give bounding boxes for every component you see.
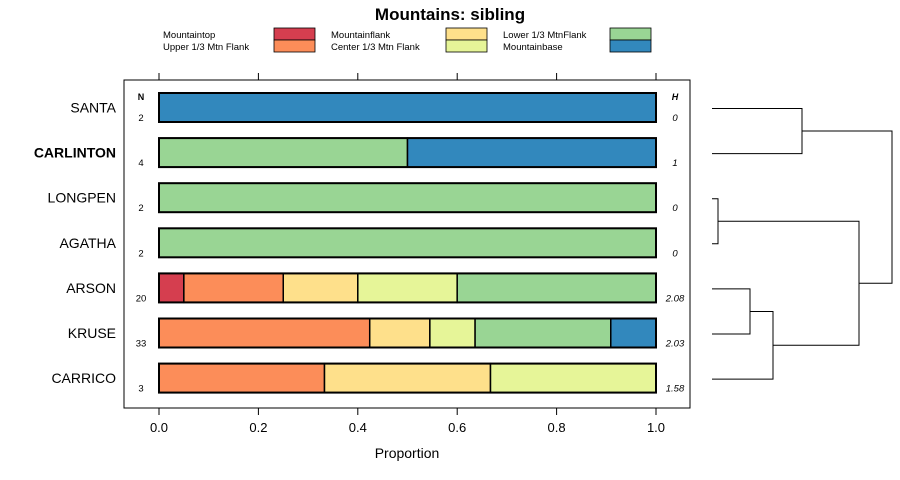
bar-segment [158, 182, 657, 213]
n-value: 2 [138, 248, 143, 259]
bar-segment [406, 137, 657, 168]
bar-segment [158, 362, 326, 394]
legend-label: Center 1/3 Mtn Flank [331, 42, 420, 53]
h-value: 2.08 [665, 293, 685, 304]
h-value: 1.58 [666, 384, 685, 395]
x-tick-label: 0.6 [448, 420, 466, 435]
x-tick-label: 0.0 [150, 420, 168, 435]
row-label: KRUSE [68, 325, 116, 341]
dendrogram-branch [718, 220, 860, 346]
n-value: 2 [138, 203, 143, 214]
bar-outline [158, 137, 657, 169]
n-value: 4 [138, 158, 143, 169]
chart-title: Mountains: sibling [375, 5, 525, 24]
bar-segment [610, 317, 657, 349]
bar-outline [158, 272, 657, 304]
row-label: LONGPEN [48, 190, 116, 206]
legend-swatch [609, 27, 652, 41]
legend-swatch [273, 39, 316, 53]
x-axis-label: Proportion [375, 445, 440, 461]
n-header: N [138, 92, 145, 102]
dendrogram-branch [712, 288, 751, 335]
x-axis: 0.0 0.2 0.4 0.6 0.8 1.0 [150, 73, 665, 435]
bar-segment [474, 317, 612, 349]
legend-swatch [609, 39, 652, 53]
x-tick-label: 0.8 [548, 420, 566, 435]
bar-segment [158, 272, 185, 304]
n-value: 20 [136, 293, 147, 304]
bars [158, 92, 657, 394]
bar-segment [282, 272, 359, 304]
legend-label: Lower 1/3 MtnFlank [503, 30, 587, 41]
h-value: 0 [672, 203, 678, 214]
bar-segment [429, 317, 476, 349]
bar-outline [158, 362, 657, 394]
bar-outline [158, 182, 657, 214]
h-value: 1 [672, 158, 677, 169]
legend-swatch [445, 27, 488, 41]
bar-outline [158, 317, 657, 349]
x-tick-label: 0.2 [249, 420, 267, 435]
legend-label: Mountainflank [331, 30, 390, 41]
n-value: 33 [136, 339, 147, 350]
x-tick-label: 1.0 [647, 420, 665, 435]
legend-swatch [445, 39, 488, 53]
h-header: H [672, 92, 679, 102]
bar-segment [323, 362, 492, 394]
legend-label: Mountaintop [163, 30, 215, 41]
bar-segment [183, 272, 285, 304]
bar-segment [456, 272, 657, 304]
bar-segment [489, 362, 657, 394]
h-value: 0 [672, 248, 678, 259]
row-label: CARRICO [51, 370, 116, 386]
legend-label: Upper 1/3 Mtn Flank [163, 42, 249, 53]
bar-segment [357, 272, 458, 304]
dendrogram-branch [712, 198, 719, 245]
bar-segment [158, 92, 657, 123]
bar-segment [158, 137, 409, 168]
dendrogram [712, 108, 893, 380]
row-label: SANTA [70, 100, 116, 116]
legend-label: Mountainbase [503, 42, 563, 53]
h-value: 0 [672, 113, 678, 124]
row-label: ARSON [66, 280, 116, 296]
plot-frame [123, 79, 691, 409]
row-label: AGATHA [59, 235, 116, 251]
dendrogram-branch [712, 310, 774, 380]
dendrogram-branch [712, 108, 803, 155]
dendrogram-branch [802, 130, 893, 284]
bar-outline [158, 227, 657, 259]
bar-segment [368, 317, 431, 349]
row-label: CARLINTON [34, 145, 116, 161]
bar-segment [158, 317, 371, 349]
legend-swatch [273, 27, 316, 41]
x-tick-label: 0.4 [349, 420, 367, 435]
bar-segment [158, 227, 657, 259]
n-value: 3 [138, 384, 143, 395]
h-value: 2.03 [665, 339, 685, 350]
n-value: 2 [138, 113, 143, 124]
bar-outline [158, 92, 657, 123]
